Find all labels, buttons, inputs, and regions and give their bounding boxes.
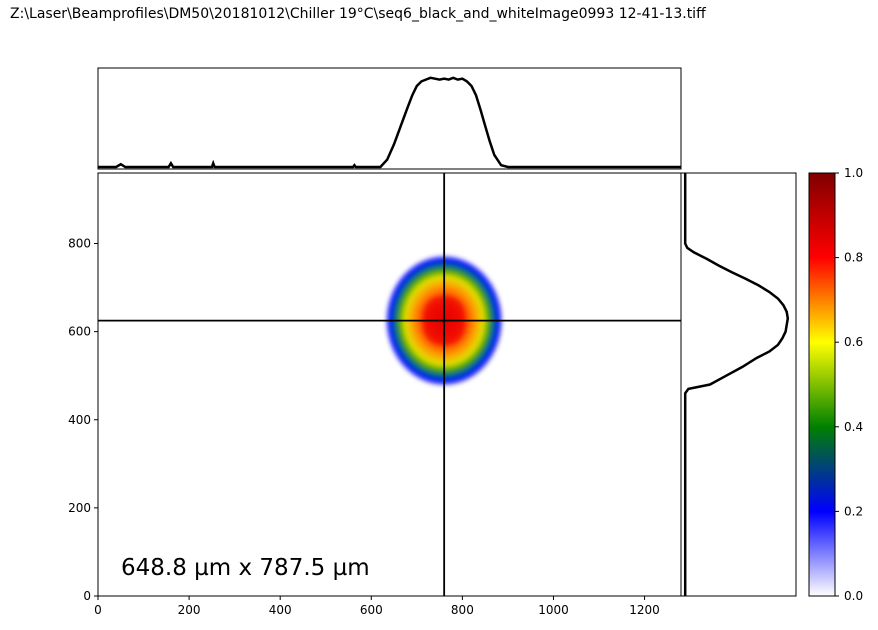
y-tick-label: 0 <box>83 589 91 603</box>
beam-image-background <box>98 173 681 596</box>
x-tick-label: 1200 <box>629 603 660 617</box>
colorbar-tick-label: 1.0 <box>844 166 863 180</box>
colorbar-tick-label: 0.0 <box>844 589 863 603</box>
x-axis: 0 200 400 600 800 1000 1200 <box>94 596 660 617</box>
x-tick-label: 600 <box>360 603 383 617</box>
y-axis: 0 200 400 600 800 <box>68 237 98 603</box>
horizontal-profile-line <box>98 76 681 169</box>
x-tick-label: 1000 <box>538 603 569 617</box>
vertical-profile-frame <box>680 172 797 597</box>
y-tick-label: 200 <box>68 501 91 515</box>
x-tick-label: 0 <box>94 603 102 617</box>
vertical-profile-plot <box>680 172 797 597</box>
x-tick-label: 400 <box>269 603 292 617</box>
colorbar-tick-label: 0.4 <box>844 420 863 434</box>
horizontal-profile-plot <box>97 67 682 170</box>
colorbar: 0.0 0.2 0.4 0.6 0.8 1.0 <box>808 166 863 603</box>
beam-image-plot: 0 200 400 600 800 1000 1200 0 200 400 600 800 648.… <box>68 172 682 617</box>
x-tick-label: 800 <box>451 603 474 617</box>
y-tick-label: 600 <box>68 325 91 339</box>
y-tick-label: 800 <box>68 237 91 251</box>
colorbar-tick-label: 0.6 <box>844 335 863 349</box>
x-tick-label: 200 <box>178 603 201 617</box>
colorbar-tick-label: 0.2 <box>844 504 863 518</box>
vertical-profile-line <box>683 173 790 596</box>
colorbar-tick-label: 0.8 <box>844 251 863 265</box>
colorbar-gradient <box>808 172 836 597</box>
colorbar-ticks: 0.0 0.2 0.4 0.6 0.8 1.0 <box>835 166 863 603</box>
chart-title: Z:\Laser\Beamprofiles\DM50\20181012\Chil… <box>10 6 706 22</box>
beam-size-annotation: 648.8 µm x 787.5 µm <box>121 555 370 581</box>
y-tick-label: 400 <box>68 413 91 427</box>
